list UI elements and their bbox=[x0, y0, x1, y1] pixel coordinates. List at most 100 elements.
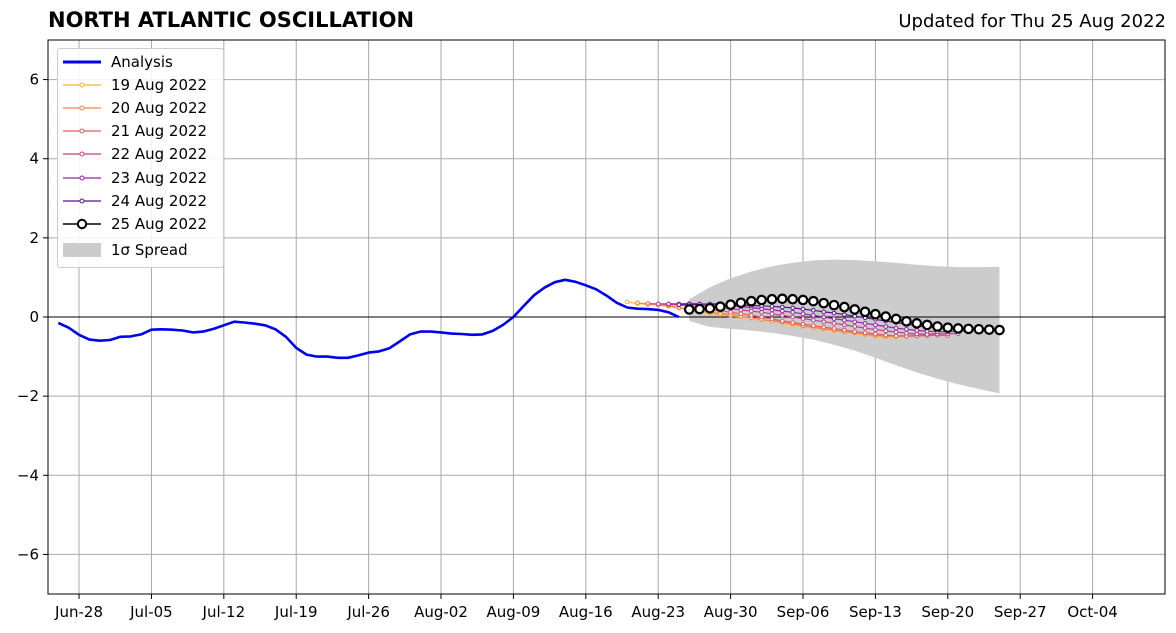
legend-swatch bbox=[63, 218, 101, 230]
x-tick-label: Sep-13 bbox=[849, 603, 902, 621]
legend-mark bbox=[79, 175, 85, 181]
legend-symbol-25-aug bbox=[63, 214, 101, 234]
forecast-19-aug-2022-point bbox=[624, 299, 630, 305]
x-tick-label: Jun-28 bbox=[54, 603, 103, 621]
forecast-25-aug-2022-point bbox=[890, 313, 902, 325]
forecast-21-aug-2022-point bbox=[769, 316, 775, 322]
legend-item-25-aug: 25 Aug 2022 bbox=[63, 214, 207, 234]
forecast-23-aug-2022-point bbox=[862, 321, 868, 326]
x-tick-label: Aug-23 bbox=[631, 603, 685, 621]
forecast-25-aug-2022-point bbox=[994, 324, 1005, 336]
forecast-23-aug-2022-point bbox=[831, 316, 837, 321]
forecast-21-aug-2022-point bbox=[831, 326, 837, 331]
forecast-22-aug-2022-point bbox=[831, 321, 837, 326]
forecast-23-aug-2022-point bbox=[780, 308, 785, 314]
forecast-25-aug-2022-point bbox=[839, 301, 850, 313]
forecast-25-aug-2022-point bbox=[808, 295, 819, 307]
forecast-21-aug-2022-point bbox=[821, 324, 826, 330]
forecast-25-aug-2022-point bbox=[932, 321, 943, 332]
forecast-25-aug-2022-point bbox=[921, 319, 933, 331]
forecast-23-aug-2022-point bbox=[883, 324, 889, 329]
legend-symbol-23-aug bbox=[63, 168, 101, 188]
forecast-22-aug-2022-point bbox=[873, 327, 878, 332]
analysis-line bbox=[57, 278, 680, 360]
forecast-25-aug-2022-point bbox=[756, 294, 767, 306]
y-tick-label: 6 bbox=[29, 71, 39, 89]
forecast-22-aug-2022-point bbox=[904, 330, 909, 336]
forecast-21-aug-2022-point bbox=[842, 327, 847, 333]
legend-swatch bbox=[63, 151, 101, 157]
x-tick-label: Oct-04 bbox=[1067, 603, 1117, 621]
forecast-23-aug-2022-point bbox=[873, 322, 878, 328]
x-tick-label: Sep-06 bbox=[777, 603, 830, 621]
x-tick-label: Aug-02 bbox=[414, 603, 468, 621]
forecast-25-aug-2022-point bbox=[683, 304, 695, 315]
forecast-24-aug-2022-point bbox=[842, 312, 847, 317]
y-tick-label: −6 bbox=[17, 545, 39, 563]
forecast-21-aug-2022-point bbox=[748, 313, 754, 318]
forecast-22-aug-2022-point bbox=[852, 324, 858, 329]
forecast-22-aug-2022-point bbox=[914, 331, 920, 337]
legend-label: 22 Aug 2022 bbox=[111, 145, 208, 163]
forecast-24-aug-2022-point bbox=[821, 309, 826, 315]
forecast-23-aug-2022-point bbox=[852, 319, 858, 325]
legend-symbol-24-aug bbox=[63, 191, 101, 211]
forecast-25-aug-2022-point bbox=[828, 299, 840, 311]
forecast-20-aug-2022-point bbox=[635, 300, 640, 306]
legend-symbol-21-aug bbox=[63, 121, 101, 141]
legend-item-22-aug: 22 Aug 2022 bbox=[63, 144, 207, 164]
forecast-25-aug-2022-point bbox=[901, 316, 912, 327]
legend-mark bbox=[79, 128, 85, 134]
legend-item-24-aug: 24 Aug 2022 bbox=[63, 191, 207, 211]
forecast-23-aug-2022-point bbox=[914, 328, 920, 333]
legend-label: 20 Aug 2022 bbox=[111, 99, 208, 117]
x-tick-label: Jul-12 bbox=[202, 603, 246, 621]
y-tick-label: −4 bbox=[17, 466, 39, 484]
forecast-23-aug-2022-point bbox=[842, 317, 847, 323]
legend-swatch bbox=[63, 175, 101, 181]
forecast-25-aug-2022-point bbox=[714, 301, 726, 313]
legend-label: 21 Aug 2022 bbox=[111, 122, 208, 140]
forecast-24-aug-2022-point bbox=[780, 304, 785, 310]
forecast-25-aug-2022-point bbox=[745, 295, 757, 307]
x-tick-label: Sep-20 bbox=[921, 603, 974, 621]
forecast-22-aug-2022-point bbox=[759, 309, 764, 315]
legend-symbol-spread bbox=[63, 240, 101, 260]
forecast-22-aug-2022-point bbox=[780, 313, 785, 318]
legend-mark bbox=[63, 243, 101, 257]
forecast-21-aug-2022-point bbox=[759, 314, 764, 320]
y-tick-label: 2 bbox=[29, 229, 39, 247]
forecast-21-aug-2022-point bbox=[862, 330, 868, 336]
y-tick-label: 4 bbox=[29, 150, 39, 168]
forecast-24-aug-2022-point bbox=[811, 307, 816, 313]
forecast-25-aug-2022-point bbox=[766, 293, 778, 305]
chart-title: NORTH ATLANTIC OSCILLATION bbox=[48, 8, 415, 32]
forecast-23-aug-2022-point bbox=[769, 307, 775, 313]
forecast-24-aug-2022-point bbox=[831, 310, 837, 316]
legend-symbol-22-aug bbox=[63, 144, 101, 164]
legend-mark bbox=[79, 105, 85, 111]
forecast-25-aug-2022-point bbox=[818, 297, 829, 309]
chart-updated-date: Updated for Thu 25 Aug 2022 bbox=[898, 11, 1166, 32]
forecast-21-aug-2022-point bbox=[811, 323, 816, 329]
y-tick-label: 0 bbox=[29, 308, 39, 326]
legend-label: 25 Aug 2022 bbox=[111, 215, 208, 233]
plot-area bbox=[48, 259, 1165, 394]
forecast-25-aug-2022-point bbox=[870, 308, 881, 320]
x-tick-label: Jul-05 bbox=[129, 603, 173, 621]
forecast-23-aug-2022-point bbox=[904, 326, 909, 332]
forecast-25-aug-2022-point bbox=[983, 324, 995, 335]
forecast-24-aug-2022-point bbox=[769, 304, 775, 309]
forecast-25-aug-2022-point bbox=[880, 311, 892, 322]
legend-item-23-aug: 23 Aug 2022 bbox=[63, 168, 207, 188]
legend-swatch bbox=[63, 105, 101, 111]
legend-label: 19 Aug 2022 bbox=[111, 76, 208, 94]
forecast-25-aug-2022-point bbox=[859, 306, 871, 318]
x-tick-label: Sep-27 bbox=[994, 603, 1047, 621]
forecast-25-aug-2022-point bbox=[963, 323, 974, 335]
forecast-22-aug-2022-point bbox=[821, 319, 826, 325]
legend-mark bbox=[79, 82, 85, 88]
x-tick-label: Jul-19 bbox=[274, 603, 318, 621]
forecast-21-aug-2022-point bbox=[780, 318, 785, 324]
forecast-25-aug-2022-point bbox=[787, 293, 798, 305]
